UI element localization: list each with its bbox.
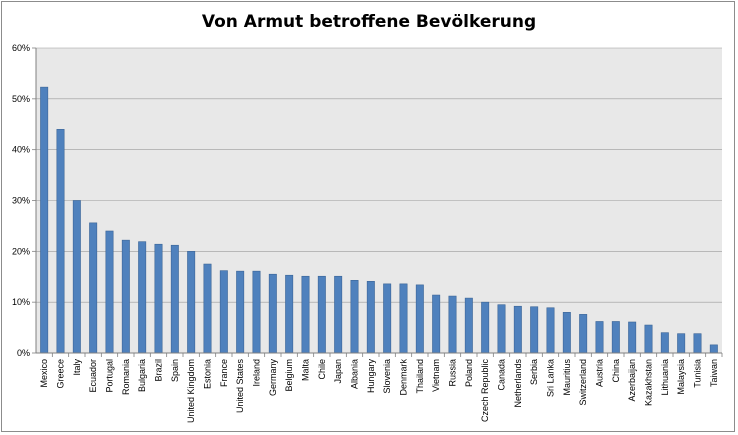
y-tick-label: 0% [17, 348, 30, 358]
x-tick-label: China [611, 359, 621, 383]
x-tick-label: Germany [268, 359, 278, 397]
x-tick-label: Bulgaria [137, 359, 147, 392]
x-tick-label: Portugal [105, 359, 115, 393]
x-tick-label: Spain [170, 359, 180, 382]
bar [660, 332, 669, 354]
bar [138, 241, 147, 354]
x-tick-label: Serbia [529, 359, 539, 385]
x-tick-label: Tunisia [693, 359, 703, 388]
x-tick-label: Romania [121, 359, 131, 395]
x-tick-label: Italy [72, 359, 82, 376]
x-axis-labels: Mexico Greece Italy Ecuador Portugal Romania B… [39, 353, 723, 423]
bar [562, 312, 571, 354]
bar [121, 239, 130, 354]
x-tick-label: Netherlands [513, 359, 523, 408]
bar [268, 273, 277, 354]
bar [105, 230, 114, 354]
x-tick-label: Switzerland [578, 359, 588, 406]
y-tick-label: 20% [12, 246, 30, 256]
bar [448, 295, 457, 354]
x-tick-label: Canada [497, 359, 507, 391]
bar [546, 307, 555, 354]
bar [595, 321, 604, 354]
x-tick-label: Taiwan [709, 359, 719, 387]
bar [464, 297, 473, 354]
bar [301, 275, 310, 354]
x-tick-label: Malaysia [676, 359, 686, 395]
y-tick-label: 30% [12, 196, 30, 206]
y-tick-label: 60% [12, 43, 30, 53]
bar [170, 244, 179, 354]
x-tick-label: Mexico [39, 359, 49, 388]
x-tick-label: Albania [350, 359, 360, 389]
x-tick-label: Lithuania [660, 359, 670, 396]
bar [317, 275, 326, 354]
bar [285, 274, 294, 354]
bar [236, 270, 245, 354]
x-tick-label: Denmark [399, 359, 409, 396]
x-tick-label: Estonia [203, 359, 213, 389]
bar [89, 222, 98, 354]
x-tick-label: Malta [301, 359, 311, 381]
bar [579, 314, 588, 354]
x-tick-label: Vietnam [431, 359, 441, 392]
x-tick-label: Belgium [284, 359, 294, 392]
x-tick-label: Austria [595, 359, 605, 387]
x-tick-label: Azerbaijan [627, 359, 637, 402]
bar [481, 301, 490, 354]
x-tick-label: Japan [333, 359, 343, 384]
bar [383, 283, 392, 354]
bar [513, 305, 522, 354]
bar [693, 333, 702, 354]
x-tick-label: Poland [464, 359, 474, 387]
x-tick-label: Mauritius [562, 359, 572, 396]
bar [677, 333, 686, 354]
bar [219, 270, 228, 354]
y-tick-label: 50% [12, 94, 30, 104]
x-tick-label: France [219, 359, 229, 387]
bar [366, 281, 375, 354]
bar [415, 284, 424, 354]
y-axis-ticks: 0% 10% 20% 30% 40% 50% 60% [12, 43, 36, 358]
gridlines [36, 47, 722, 303]
x-tick-label: Russia [448, 359, 458, 387]
bar [497, 304, 506, 354]
y-tick-label: 40% [12, 145, 30, 155]
bar [709, 344, 718, 354]
x-tick-label: Kazakhstan [644, 359, 654, 406]
bar [72, 200, 81, 354]
bar [350, 280, 359, 354]
bar [40, 86, 49, 354]
bar [334, 275, 343, 354]
bar [432, 294, 441, 354]
x-tick-label: United Kingdom [186, 359, 196, 423]
bar [628, 321, 637, 354]
x-tick-label: United States [235, 359, 245, 414]
x-tick-label: Chile [317, 359, 327, 380]
x-tick-label: Ireland [252, 359, 262, 387]
x-tick-label: Hungary [366, 359, 376, 394]
x-tick-label: Slovenia [382, 359, 392, 394]
bar [187, 251, 196, 354]
bar [56, 129, 65, 354]
x-tick-label: Brazil [154, 359, 164, 382]
bar [399, 283, 408, 354]
bar [252, 270, 261, 354]
bars [40, 86, 718, 354]
bar [203, 263, 212, 354]
chart-title: Von Armut betroffene Bevölkerung [201, 12, 537, 32]
x-tick-label: Ecuador [88, 359, 98, 393]
bar [611, 321, 620, 354]
x-tick-label: Czech Republic [480, 359, 490, 423]
x-tick-label: Sri Lanka [546, 359, 556, 397]
bar [644, 324, 653, 354]
bar [154, 243, 163, 354]
x-tick-label: Greece [56, 359, 66, 389]
bar [530, 306, 539, 354]
x-tick-label: Thailand [415, 359, 425, 394]
y-tick-label: 10% [12, 297, 30, 307]
